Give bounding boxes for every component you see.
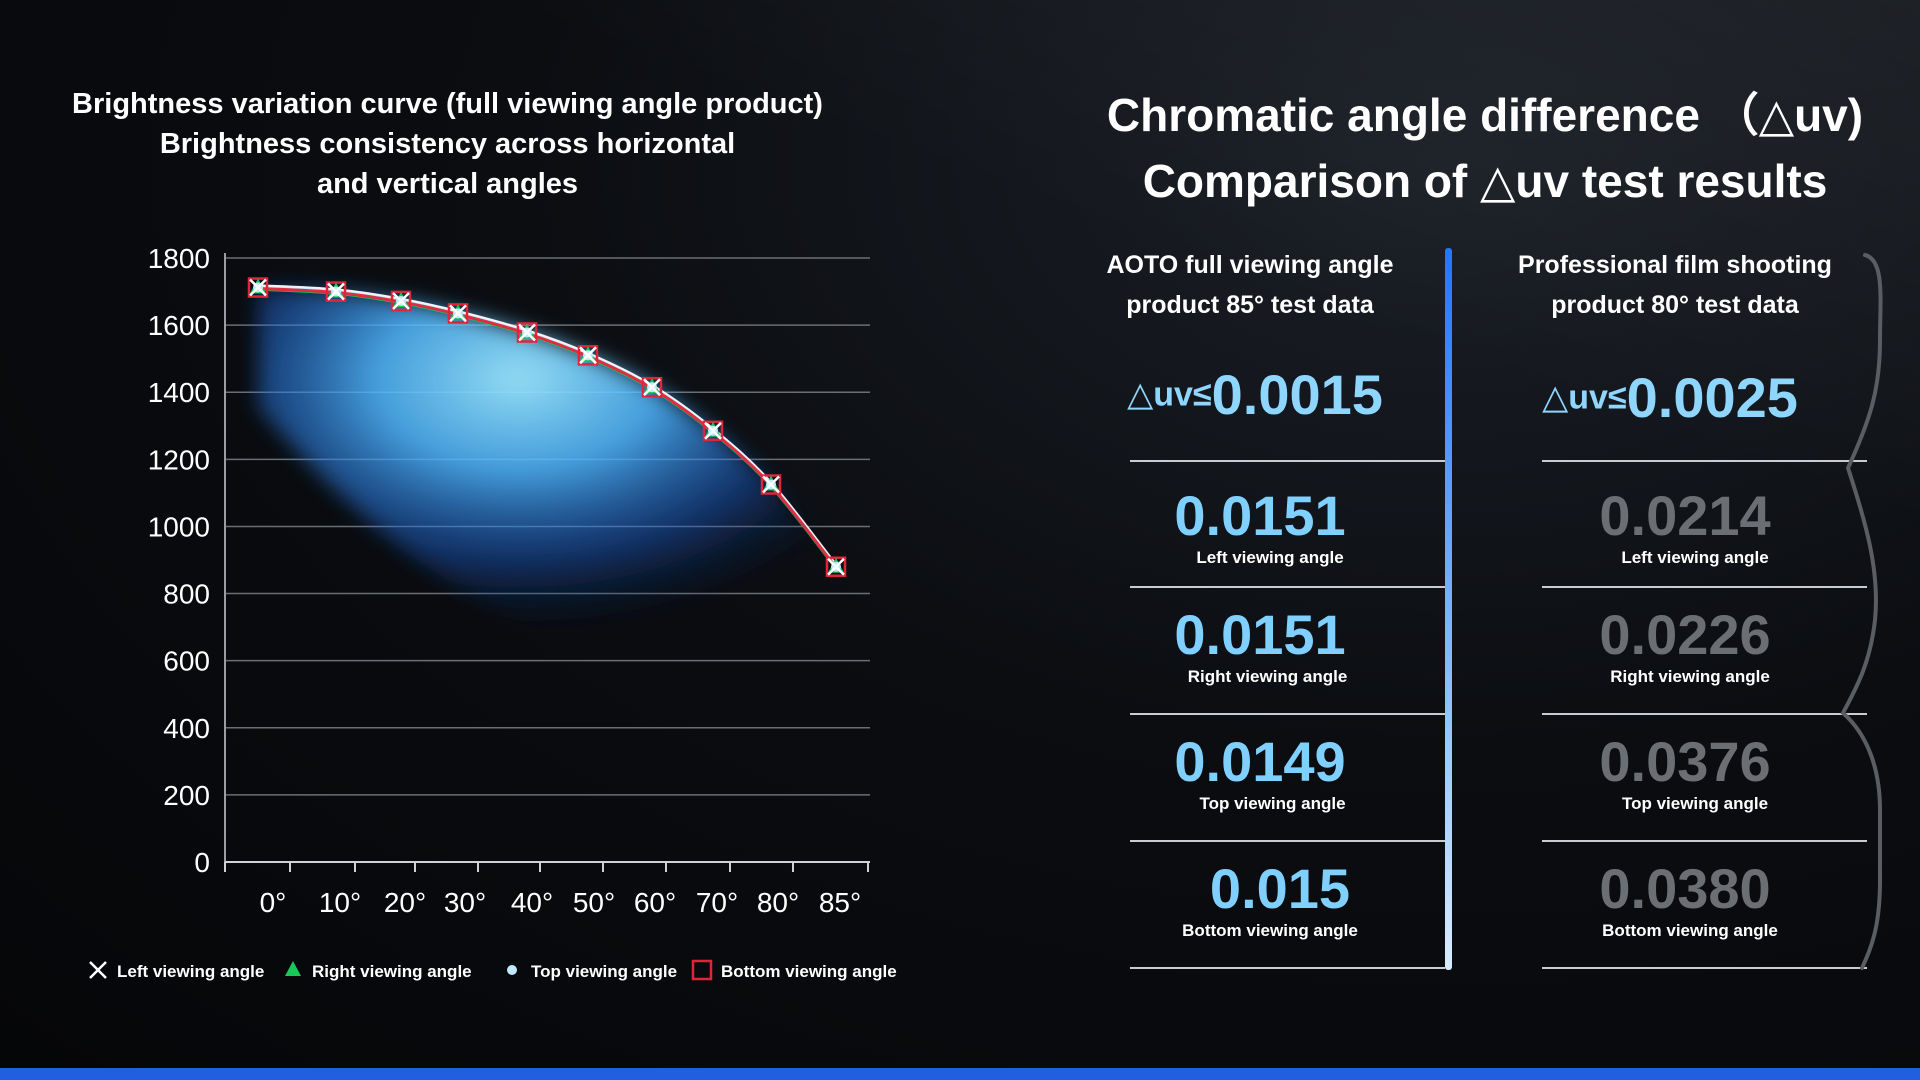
- comparison-title: Chromatic angle difference （△uv) Compari…: [1070, 82, 1900, 214]
- legend-marker-circle: [507, 965, 517, 975]
- data-point-x: [643, 378, 661, 397]
- data-point-x: [762, 475, 780, 494]
- x-tick-label: 40°: [511, 887, 553, 918]
- pro-right-value: 0.0226: [1599, 603, 1771, 666]
- data-point-x: [704, 421, 722, 440]
- data-point-x: [449, 304, 467, 323]
- aoto-delta-symbol: △uv≤: [1127, 375, 1212, 414]
- y-tick-label: 0: [194, 847, 210, 878]
- aoto-bottom-label: Bottom viewing angle: [1182, 921, 1358, 940]
- pro-top-label: Top viewing angle: [1621, 794, 1769, 813]
- aoto-delta-value: 0.0015: [1211, 363, 1383, 426]
- pro-divider: [1542, 840, 1867, 842]
- aoto-heading-line-2: product 85° test data: [1126, 291, 1374, 319]
- pro-divider: [1542, 967, 1867, 969]
- y-tick-label: 1400: [148, 377, 210, 408]
- y-tick-label: 400: [163, 713, 210, 744]
- aoto-top-label: Top viewing angle: [1199, 794, 1346, 813]
- pro-divider: [1542, 460, 1867, 462]
- pro-row-top: 0.0376 Top viewing angle: [1535, 731, 1835, 815]
- chart-title-line-2: Brightness consistency across horizontal: [159, 128, 736, 160]
- aoto-row-right: 0.0151 Right viewing angle: [1110, 604, 1410, 688]
- pro-row-left: 0.0214 Left viewing angle: [1535, 485, 1835, 569]
- x-tick-label: 50°: [573, 887, 615, 918]
- aoto-right-value: 0.0151: [1174, 603, 1346, 666]
- x-tick-label: 60°: [634, 887, 676, 918]
- aoto-delta-uv: △uv≤0.0015: [1075, 362, 1435, 427]
- x-tick-label: 30°: [444, 887, 486, 918]
- series-line-3: [257, 287, 838, 569]
- pro-left-value: 0.0214: [1599, 484, 1771, 547]
- aoto-divider: [1130, 713, 1445, 715]
- aoto-accent-bar: [1445, 248, 1452, 970]
- pro-row-right: 0.0226 Right viewing angle: [1535, 604, 1835, 688]
- x-tick-label: 0°: [260, 887, 287, 918]
- aoto-bottom-value: 0.015: [1209, 857, 1351, 920]
- data-point-x: [579, 346, 597, 365]
- legend-label: Left viewing angle: [117, 962, 264, 981]
- pro-bottom-value: 0.0380: [1599, 857, 1771, 920]
- aoto-top-value: 0.0149: [1174, 730, 1346, 793]
- aoto-row-left: 0.0151 Left viewing angle: [1110, 485, 1410, 569]
- aoto-divider: [1130, 460, 1445, 462]
- y-tick-label: 200: [163, 780, 210, 811]
- aoto-right-label: Right viewing angle: [1187, 667, 1348, 686]
- legend-label: Bottom viewing angle: [721, 962, 897, 981]
- aoto-divider: [1130, 586, 1445, 588]
- aoto-left-value: 0.0151: [1174, 484, 1346, 547]
- x-tick-label: 80°: [757, 887, 799, 918]
- pro-divider: [1542, 713, 1867, 715]
- data-point-x: [249, 278, 267, 297]
- pro-row-bottom: 0.0380 Bottom viewing angle: [1535, 858, 1835, 942]
- chart-title-line-1: Brightness variation curve (full viewing…: [72, 88, 823, 120]
- legend-label: Top viewing angle: [531, 962, 677, 981]
- comparison-title-line-1: Chromatic angle difference （△uv): [1106, 89, 1864, 141]
- brightness-area-glow: [258, 287, 836, 654]
- y-tick-label: 1200: [148, 444, 210, 475]
- legend-marker-square: [691, 959, 713, 981]
- y-tick-label: 1000: [148, 511, 210, 542]
- x-tick-label: 70°: [696, 887, 738, 918]
- aoto-left-label: Left viewing angle: [1196, 548, 1344, 567]
- legend-marker-x: [89, 961, 107, 979]
- series-line-0: [257, 284, 837, 566]
- pro-delta-symbol: △uv≤: [1542, 378, 1627, 417]
- pro-bracket-line: [1840, 253, 1883, 970]
- data-point-x: [327, 282, 345, 301]
- data-point-x: [827, 557, 845, 576]
- pro-divider: [1542, 586, 1867, 588]
- aoto-heading-line-1: AOTO full viewing angle: [1106, 251, 1394, 279]
- aoto-divider: [1130, 840, 1445, 842]
- brightness-chart: 0 200 400 600 800 1000 1200 1400 1600 1800 0° 10° 20…: [89, 243, 897, 981]
- y-tick-label: 800: [163, 579, 210, 610]
- y-tick-label: 1800: [148, 243, 210, 274]
- comparison-title-line-2: Comparison of △uv test results: [1142, 155, 1828, 207]
- aoto-row-bottom: 0.015 Bottom viewing angle: [1130, 858, 1430, 942]
- pro-delta-value: 0.0025: [1626, 366, 1798, 429]
- pro-heading-line-1: Professional film shooting: [1518, 251, 1832, 279]
- pro-delta-uv: △uv≤0.0025: [1490, 365, 1850, 430]
- y-tick-label: 600: [163, 646, 210, 677]
- pro-left-label: Left viewing angle: [1621, 548, 1769, 567]
- chart-title-line-3: and vertical angles: [316, 168, 579, 200]
- aoto-column-heading: AOTO full viewing angle product 85° test…: [1070, 245, 1430, 325]
- accent-footer-bar: [0, 1068, 1920, 1080]
- aoto-row-top: 0.0149 Top viewing angle: [1110, 731, 1410, 815]
- y-tick-label: 1600: [148, 310, 210, 341]
- aoto-divider: [1130, 967, 1445, 969]
- x-tick-label: 10°: [319, 887, 361, 918]
- x-tick-label: 20°: [384, 887, 426, 918]
- pro-bottom-label: Bottom viewing angle: [1602, 921, 1778, 940]
- pro-column-heading: Professional film shooting product 80° t…: [1495, 245, 1855, 325]
- data-point-x: [392, 292, 410, 310]
- chart-title: Brightness variation curve (full viewing…: [20, 84, 875, 204]
- pro-heading-line-2: product 80° test data: [1551, 291, 1799, 319]
- data-point-x: [518, 323, 536, 342]
- x-tick-label: 85°: [819, 887, 861, 918]
- pro-right-label: Right viewing angle: [1610, 667, 1770, 686]
- pro-top-value: 0.0376: [1599, 730, 1771, 793]
- legend-marker-triangle: [285, 961, 301, 976]
- legend-label: Right viewing angle: [312, 962, 472, 981]
